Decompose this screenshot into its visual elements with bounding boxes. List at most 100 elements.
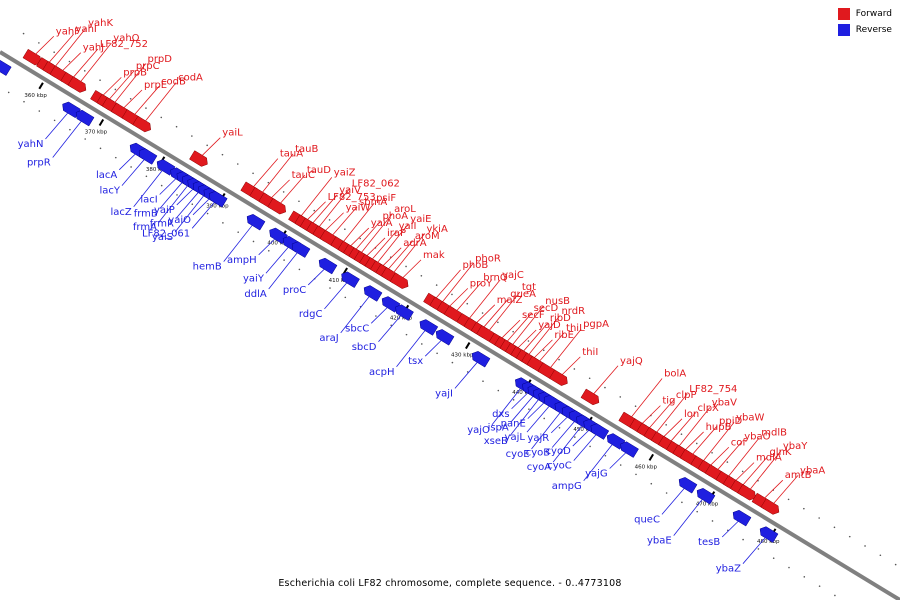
gene-label[interactable]: prpE	[144, 80, 167, 91]
gene-label[interactable]: LF82_752	[100, 39, 148, 50]
gene-label[interactable]: pgpA	[583, 319, 609, 330]
gene-label[interactable]: yahK	[88, 18, 113, 29]
gene-label[interactable]: yajL	[505, 432, 526, 443]
gene-arrow[interactable]	[759, 526, 779, 543]
gene-label[interactable]: yaiO	[168, 215, 191, 226]
gene-label[interactable]: thiI	[582, 347, 598, 358]
gene-label[interactable]: yaiS	[152, 232, 173, 243]
gene-label[interactable]: yaiI	[399, 221, 417, 232]
gene-arrow[interactable]	[132, 115, 152, 133]
gene-label[interactable]: phoB	[463, 260, 489, 271]
gene-label[interactable]: tauD	[307, 165, 331, 176]
gene-label[interactable]: yajC	[502, 270, 524, 281]
gene-label[interactable]: cyoA	[527, 462, 552, 473]
gene-arrow[interactable]	[246, 214, 266, 231]
gene-label[interactable]: glnK	[769, 447, 791, 458]
gene-label[interactable]: ybaE	[647, 536, 672, 547]
gene-label[interactable]: yajI	[435, 388, 453, 399]
gene-arrow[interactable]	[138, 148, 158, 165]
gene-label[interactable]: tgt	[522, 282, 536, 293]
gene-label[interactable]: aroL	[394, 204, 416, 215]
gene-arrow[interactable]	[590, 423, 610, 440]
gene-label[interactable]: bolA	[664, 369, 686, 380]
gene-arrow[interactable]	[678, 477, 698, 494]
gene-label[interactable]: sbcC	[345, 323, 369, 334]
gene-label[interactable]: codA	[178, 73, 203, 84]
gene-label[interactable]: yahI	[76, 24, 97, 35]
gene-arrow[interactable]	[696, 488, 716, 505]
gene-label[interactable]: cyoC	[547, 461, 572, 472]
gene-label[interactable]: clpX	[697, 403, 719, 414]
gene-label[interactable]: tesB	[698, 537, 720, 548]
gene-label[interactable]: mdlB	[761, 428, 787, 439]
gene-arrow[interactable]	[291, 241, 311, 258]
gene-label[interactable]: ddlA	[244, 289, 266, 300]
gene-arrow[interactable]	[580, 388, 600, 406]
gene-label[interactable]: ybaY	[783, 441, 808, 452]
gene-label[interactable]: LF82_062	[352, 178, 400, 189]
gene-arrow[interactable]	[549, 369, 568, 386]
gene-label[interactable]: xseB	[484, 436, 508, 447]
gene-arrow[interactable]	[737, 484, 756, 501]
gene-label[interactable]: yahJ	[83, 43, 104, 54]
gene-label[interactable]: sbmA	[359, 197, 387, 208]
gene-label[interactable]: yajR	[527, 433, 549, 444]
gene-label[interactable]: prpB	[123, 67, 147, 78]
gene-label[interactable]: proY	[470, 278, 493, 289]
gene-label[interactable]: queA	[510, 289, 536, 300]
gene-label[interactable]: tauB	[295, 144, 318, 155]
gene-label[interactable]: ppiD	[719, 416, 742, 427]
gene-label[interactable]: sbcD	[352, 342, 377, 353]
gene-label[interactable]: LF82_061	[142, 228, 190, 239]
gene-label[interactable]: frmB	[134, 209, 158, 220]
gene-label[interactable]: ybaZ	[716, 564, 741, 575]
gene-arrow[interactable]	[760, 498, 780, 515]
gene-arrow[interactable]	[208, 191, 228, 208]
gene-label[interactable]: hupB	[706, 422, 732, 433]
gene-arrow[interactable]	[471, 351, 491, 368]
gene-label[interactable]: mak	[423, 250, 445, 261]
gene-label[interactable]: yaiW	[346, 203, 371, 214]
gene-arrow[interactable]	[363, 285, 383, 302]
gene-label[interactable]: frmR	[150, 218, 174, 229]
gene-label[interactable]: prpD	[147, 54, 172, 65]
gene-label[interactable]: acpH	[369, 367, 395, 378]
gene-arrow[interactable]	[67, 76, 87, 93]
gene-arrow[interactable]	[75, 109, 95, 127]
gene-label[interactable]: ybaA	[800, 465, 825, 476]
gene-label[interactable]: tauA	[280, 149, 303, 160]
gene-label[interactable]: yajQ	[620, 356, 643, 367]
gene-label[interactable]: brnQ	[483, 272, 508, 283]
gene-label[interactable]: hemB	[193, 262, 222, 273]
gene-label[interactable]: ybaO	[744, 431, 770, 442]
gene-label[interactable]: tig	[662, 396, 675, 407]
gene-label[interactable]: ampH	[227, 255, 257, 266]
gene-label[interactable]: yaiL	[222, 128, 243, 139]
gene-label[interactable]: dxs	[492, 409, 509, 420]
gene-label[interactable]: malZ	[497, 295, 523, 306]
gene-label[interactable]: prpR	[27, 157, 51, 168]
gene-label[interactable]: ampG	[552, 481, 582, 492]
gene-label[interactable]: yaiA	[371, 218, 393, 229]
gene-label[interactable]: cyoB	[526, 448, 551, 459]
gene-arrow[interactable]	[341, 271, 360, 289]
gene-label[interactable]: yahF	[56, 26, 80, 37]
gene-label[interactable]: yaiZ	[334, 167, 356, 178]
gene-label[interactable]: panE	[501, 419, 526, 430]
gene-label[interactable]: ykiA	[426, 224, 447, 235]
gene-label[interactable]: thiL	[566, 323, 585, 334]
gene-label[interactable]: ribD	[550, 313, 571, 324]
gene-label[interactable]: psiF	[376, 193, 396, 204]
gene-label[interactable]: yahN	[18, 139, 44, 150]
gene-label[interactable]: cof	[731, 437, 747, 448]
gene-label[interactable]: secD	[534, 303, 559, 314]
gene-label[interactable]: yaiE	[410, 214, 431, 225]
gene-label[interactable]: LF82_753	[328, 192, 376, 203]
gene-label[interactable]: yajD	[538, 320, 561, 331]
gene-label[interactable]: adrA	[403, 238, 427, 249]
gene-label[interactable]: tauC	[292, 170, 315, 181]
gene-arrow[interactable]	[267, 197, 287, 215]
gene-label[interactable]: ispA	[488, 422, 509, 433]
gene-arrow[interactable]	[189, 150, 208, 167]
gene-label[interactable]: lacI	[140, 195, 157, 206]
